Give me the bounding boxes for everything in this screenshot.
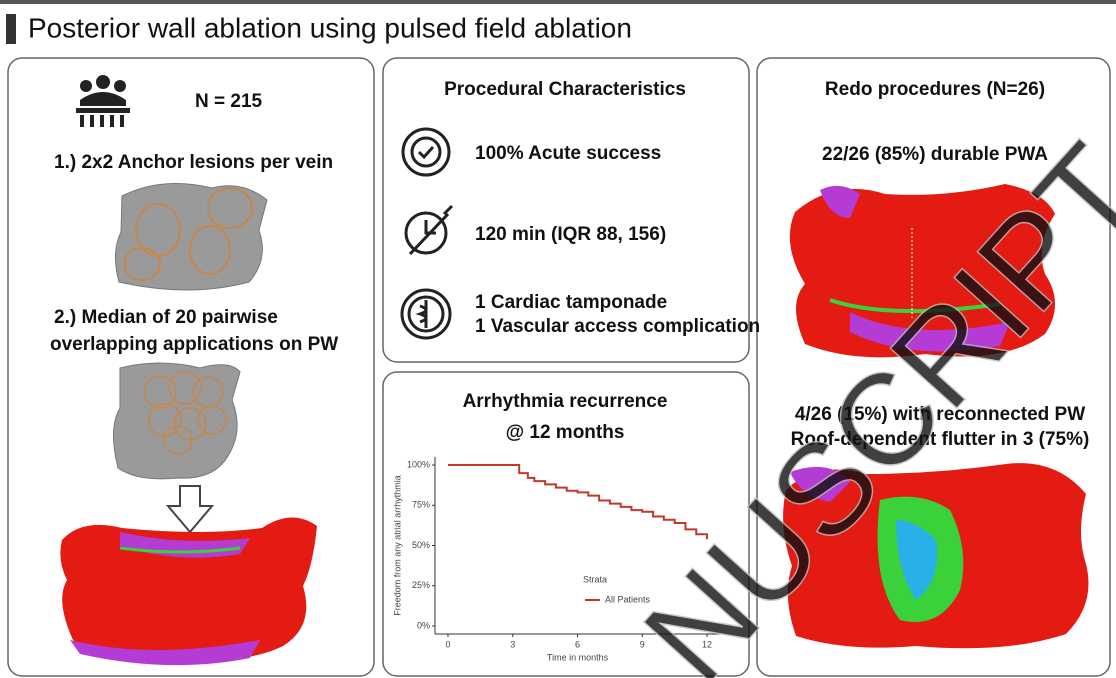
redo-reconnected: 4/26 (15%) with reconnected PW xyxy=(795,404,1085,425)
redo-reconnected: Roof-dependent flutter in 3 (75%) xyxy=(791,429,1090,450)
y-tick-label: 0% xyxy=(417,620,430,630)
y-tick-label: 25% xyxy=(412,580,430,590)
procedural-item: 120 min (IQR 88, 156) xyxy=(475,224,666,245)
procedural-title: Procedural Characteristics xyxy=(444,79,686,100)
procedural-item: 1 Cardiac tamponade xyxy=(475,292,667,313)
voltage-map-post xyxy=(60,517,317,666)
success-icon xyxy=(401,127,451,177)
y-tick-label: 100% xyxy=(407,459,430,469)
survival-curve xyxy=(447,464,709,540)
x-tick-label: 6 xyxy=(575,639,580,649)
time-icon xyxy=(404,204,454,256)
step-1: 1.) 2x2 Anchor lesions per vein xyxy=(54,152,333,173)
y-tick-label: 50% xyxy=(412,540,430,550)
procedural-item: 1 Vascular access complication xyxy=(475,316,760,337)
x-tick-label: 12 xyxy=(702,639,712,649)
recurrence-title: Arrhythmia recurrence xyxy=(463,391,668,412)
step-2-line-2: overlapping applications on PW xyxy=(50,334,338,355)
x-tick-label: 0 xyxy=(445,639,450,649)
legend-label: All Patients xyxy=(605,594,651,604)
title-marker xyxy=(6,14,16,44)
recurrence-title: @ 12 months xyxy=(506,422,625,443)
header-title: Posterior wall ablation using pulsed fie… xyxy=(28,12,632,43)
procedural-item: 100% Acute success xyxy=(475,143,661,164)
redo-map-reconnected xyxy=(783,463,1089,649)
x-tick-label: 9 xyxy=(640,639,645,649)
x-tick-label: 3 xyxy=(510,639,515,649)
n-label: N = 215 xyxy=(195,91,263,112)
recurrence-panel xyxy=(382,371,750,677)
x-axis-label: Time in months xyxy=(547,652,609,662)
step-2-line-1: 2.) Median of 20 pairwise xyxy=(54,307,278,328)
top-rule xyxy=(0,0,1116,4)
people-icon xyxy=(76,75,130,127)
y-tick-label: 75% xyxy=(412,500,430,510)
km-chart: 0% 25% 50% 75% 100% 0 3 6 9 12 Time in months Freed… xyxy=(392,457,720,662)
down-arrow xyxy=(165,485,215,534)
redo-durable: 22/26 (85%) durable PWA xyxy=(822,144,1048,165)
redo-map-durable xyxy=(789,184,1055,358)
pairwise-lesion-map xyxy=(113,362,241,480)
legend-title: Strata xyxy=(583,574,607,584)
anchor-lesion-map xyxy=(115,183,268,291)
redo-title: Redo procedures (N=26) xyxy=(825,79,1045,100)
procedural-panel xyxy=(382,57,750,363)
y-axis-label: Freedom from any atrial arrhythmia xyxy=(392,475,402,616)
complication-icon xyxy=(400,288,452,340)
